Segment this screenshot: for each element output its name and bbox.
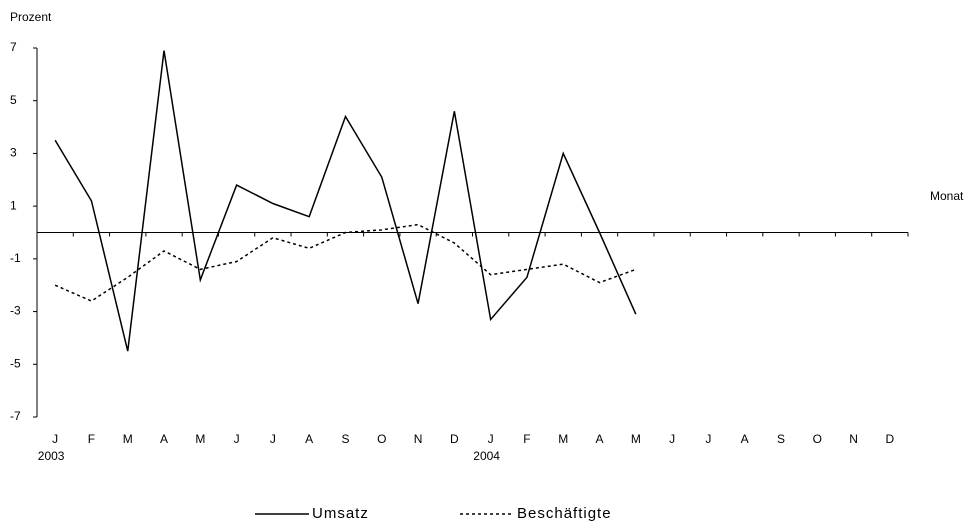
y-tick-label: 1	[10, 198, 17, 212]
x-tick-label: J	[270, 432, 276, 446]
x-tick-label: M	[631, 432, 641, 446]
y-tick-label: 3	[10, 146, 17, 160]
x-tick-label: J	[488, 432, 494, 446]
x-tick-label: N	[849, 432, 858, 446]
y-tick-label: -7	[10, 409, 21, 423]
x-tick-label: J	[52, 432, 58, 446]
legend-label: Beschäftigte	[517, 505, 612, 522]
x-tick-label: O	[813, 432, 822, 446]
x-tick-label: J	[234, 432, 240, 446]
x-tick-label: A	[160, 432, 168, 446]
x-tick-label: O	[377, 432, 386, 446]
y-tick-label: -5	[10, 356, 21, 370]
x-tick-label: F	[523, 432, 530, 446]
x-tick-label: D	[886, 432, 895, 446]
x-tick-label: A	[741, 432, 749, 446]
x-axis-label: Monat	[930, 189, 964, 203]
y-tick-label: 7	[10, 40, 17, 54]
x-tick-label: S	[341, 432, 349, 446]
x-tick-label: D	[450, 432, 459, 446]
x-tick-label: F	[88, 432, 95, 446]
series-line	[54, 223, 637, 302]
year-label: 2004	[473, 449, 500, 463]
x-tick-label: S	[777, 432, 785, 446]
legend-label: Umsatz	[312, 505, 369, 522]
x-tick-label: A	[305, 432, 313, 446]
y-tick-label: -1	[10, 251, 21, 265]
x-tick-label: J	[669, 432, 675, 446]
x-tick-label: N	[414, 432, 423, 446]
year-label: 2003	[38, 449, 65, 463]
y-tick-label: -3	[10, 304, 21, 318]
x-tick-label: M	[558, 432, 568, 446]
x-tick-label: M	[123, 432, 133, 446]
x-tick-label: A	[596, 432, 604, 446]
y-tick-label: 5	[10, 93, 17, 107]
x-tick-label: M	[195, 432, 205, 446]
series-line	[54, 50, 637, 352]
y-axis-label: Prozent	[10, 10, 52, 24]
x-tick-label: J	[705, 432, 711, 446]
